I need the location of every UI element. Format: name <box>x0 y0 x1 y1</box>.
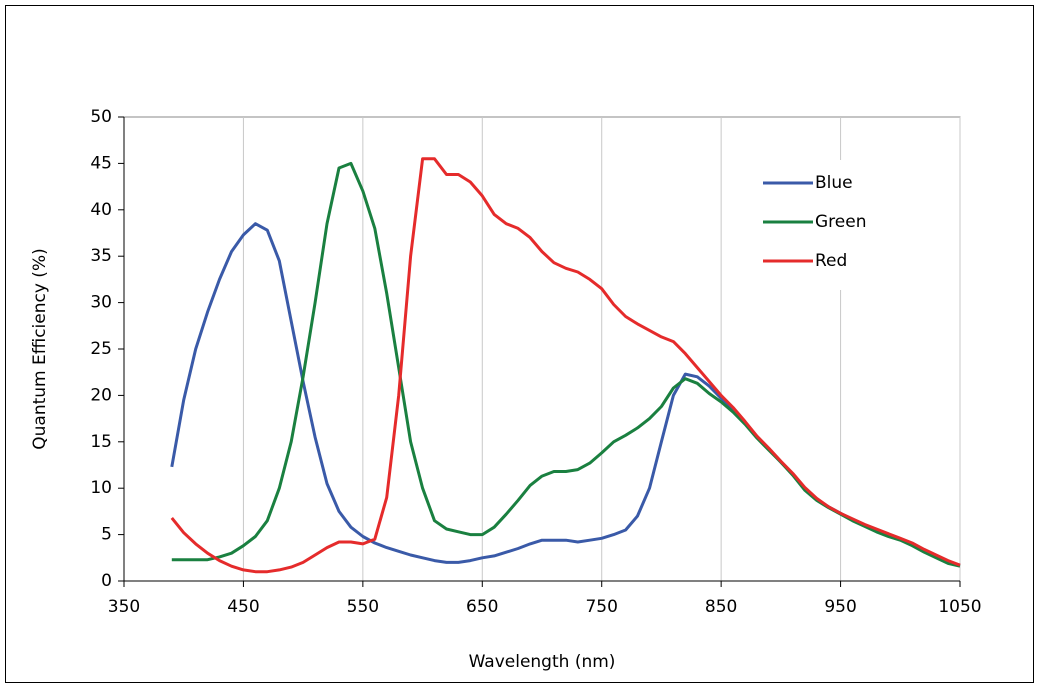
y-tick-label: 40 <box>90 200 112 220</box>
y-axis-label: Quantum Efficiency (%) <box>30 248 50 449</box>
x-tick-label: 850 <box>705 597 737 617</box>
x-axis-label: Wavelength (nm) <box>469 652 616 672</box>
x-tick-label: 950 <box>824 597 856 617</box>
x-tick-label: 650 <box>466 597 498 617</box>
y-tick-label: 20 <box>90 385 112 405</box>
y-tick-label: 50 <box>90 107 112 127</box>
x-tick-label: 750 <box>585 597 617 617</box>
y-tick-label: 10 <box>90 478 112 498</box>
legend-label: Green <box>815 212 866 232</box>
y-tick-label: 35 <box>90 246 112 266</box>
x-tick-label: 1050 <box>938 597 981 617</box>
y-tick-label: 5 <box>101 525 112 545</box>
y-tick-label: 0 <box>101 571 112 591</box>
legend-label: Red <box>815 251 847 271</box>
legend-label: Blue <box>815 173 853 193</box>
y-tick-label: 45 <box>90 153 112 173</box>
series-line <box>170 157 961 574</box>
x-tick-label: 350 <box>108 597 140 617</box>
y-tick-label: 30 <box>90 293 112 313</box>
y-tick-label: 25 <box>90 339 112 359</box>
x-tick-label: 450 <box>227 597 259 617</box>
x-tick-label: 550 <box>347 597 379 617</box>
y-tick-label: 15 <box>90 432 112 452</box>
